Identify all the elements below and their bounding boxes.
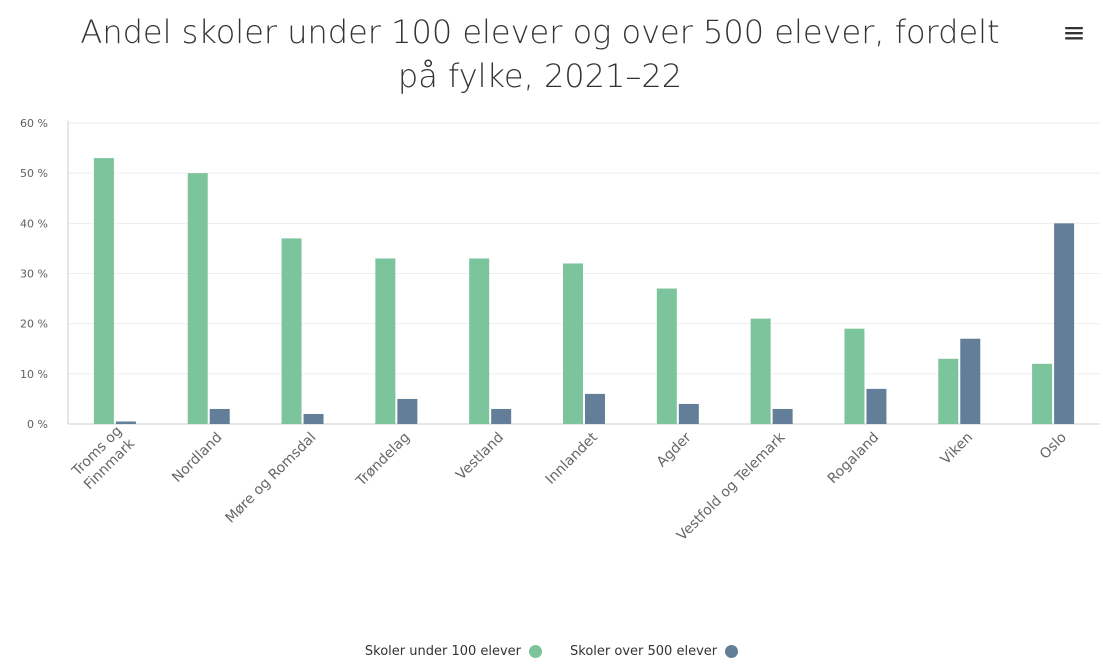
bar-under-100[interactable] bbox=[656, 288, 677, 424]
bar-over-500[interactable] bbox=[115, 421, 136, 424]
y-tick-label: 60 % bbox=[20, 117, 48, 130]
x-tick-label: Vestfold og Telemark bbox=[674, 429, 789, 544]
x-tick-label: Vestland bbox=[453, 430, 507, 484]
x-tick-label: Innlandet bbox=[543, 429, 601, 487]
bar-over-500[interactable] bbox=[960, 338, 981, 424]
x-tick-label: Møre og Romsdal bbox=[222, 430, 319, 527]
bar-over-500[interactable] bbox=[866, 388, 887, 424]
x-tick-label: Nordland bbox=[169, 430, 225, 486]
chart-title-line-1: Andel skoler under 100 elever og over 50… bbox=[80, 13, 1000, 51]
legend-dot-icon bbox=[529, 645, 543, 658]
bar-over-500[interactable] bbox=[678, 403, 699, 424]
legend-label-series-1: Skoler under 100 elever bbox=[364, 644, 522, 659]
bar-over-500[interactable] bbox=[1054, 223, 1075, 424]
bar-under-100[interactable] bbox=[187, 173, 208, 424]
y-tick-label: 10 % bbox=[20, 368, 48, 381]
x-tick-label: Troms ogFinnmark bbox=[68, 423, 138, 493]
bar-over-500[interactable] bbox=[209, 408, 230, 424]
bar-under-100[interactable] bbox=[1032, 363, 1053, 424]
y-tick-label: 30 % bbox=[20, 268, 48, 281]
legend-item-series-2[interactable]: Skoler over 500 elever bbox=[570, 644, 739, 659]
bar-under-100[interactable] bbox=[938, 358, 959, 424]
bar-over-500[interactable] bbox=[585, 393, 605, 424]
y-tick-label: 0 % bbox=[27, 418, 48, 431]
x-tick-label: Oslo bbox=[1037, 430, 1070, 463]
bar-under-100[interactable] bbox=[750, 318, 771, 424]
y-tick-label: 20 % bbox=[20, 318, 48, 331]
bar-chart: 0 % 10 % 20 % 30 % 40 % 50 % 60 % Troms ogFinnm… bbox=[20, 117, 1100, 544]
chart-title: Andel skoler under 100 elever og over 50… bbox=[40, 10, 1040, 98]
bar-under-100[interactable] bbox=[469, 258, 490, 424]
chart-title-line-2: på fylke, 2021–22 bbox=[397, 57, 683, 95]
bar-under-100[interactable] bbox=[375, 258, 396, 424]
x-tick-label: Agder bbox=[654, 429, 695, 470]
bar-under-100[interactable] bbox=[93, 158, 114, 424]
y-tick-label: 40 % bbox=[20, 217, 48, 230]
hamburger-menu-icon[interactable]: ≡ bbox=[1062, 16, 1086, 49]
y-tick-label: 50 % bbox=[20, 167, 48, 180]
bar-over-500[interactable] bbox=[772, 408, 793, 424]
chart-legend: Skoler under 100 elever Skoler over 500 … bbox=[0, 644, 1103, 659]
x-tick-label: Trøndelag bbox=[353, 430, 413, 490]
legend-label-series-2: Skoler over 500 elever bbox=[570, 644, 718, 659]
bar-under-100[interactable] bbox=[281, 238, 302, 424]
legend-dot-icon bbox=[725, 645, 739, 658]
x-tick-label: Viken bbox=[938, 430, 976, 468]
bar-under-100[interactable] bbox=[563, 263, 583, 424]
legend-item-series-1[interactable]: Skoler under 100 elever bbox=[364, 644, 543, 659]
x-tick-label: Rogaland bbox=[825, 430, 883, 488]
bar-over-500[interactable] bbox=[491, 408, 512, 424]
bar-under-100[interactable] bbox=[844, 328, 865, 424]
bar-over-500[interactable] bbox=[303, 413, 324, 424]
bar-over-500[interactable] bbox=[397, 398, 418, 424]
